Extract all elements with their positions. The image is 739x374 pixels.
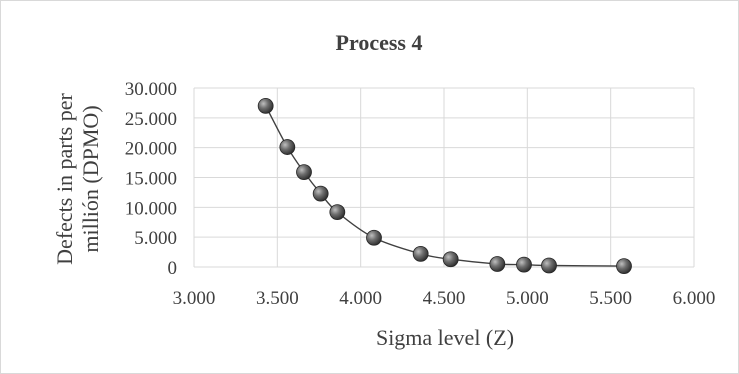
data-point: [312, 185, 329, 202]
y-tick-label: 15.000: [125, 169, 177, 190]
y-tick-label: 5.000: [134, 228, 177, 249]
data-point: [489, 256, 506, 272]
chart-title: Process 4: [336, 30, 423, 55]
y-tick-label: 10.000: [125, 198, 177, 219]
y-tick-label: 25.000: [125, 109, 177, 130]
x-tick-label: 5.500: [589, 288, 632, 309]
y-tick-label: 30.000: [125, 79, 177, 100]
x-tick-label: 3.000: [173, 288, 216, 309]
data-point: [412, 245, 429, 262]
y-axis-title: Defects in parts per millión (DPMO): [52, 93, 103, 265]
x-tick-label: 4.500: [423, 288, 466, 309]
y-tick-label: 0: [168, 258, 178, 279]
grid-layer: [193, 87, 695, 268]
data-point: [279, 139, 296, 155]
data-points: [257, 98, 632, 275]
data-point: [329, 204, 346, 221]
data-point: [296, 164, 312, 181]
data-point: [516, 256, 532, 273]
data-point: [442, 251, 459, 268]
y-tick-label: 20.000: [125, 139, 177, 160]
data-point: [366, 229, 382, 246]
y-axis-title-line-1: Defects in parts per: [52, 93, 77, 265]
data-point: [541, 257, 557, 274]
x-axis-title: Sigma level (Z): [376, 325, 514, 350]
y-axis-title-line-2: millión (DPMO): [78, 105, 103, 252]
x-tick-label: 6.000: [673, 288, 716, 309]
x-tick-label: 3.500: [256, 288, 299, 309]
x-tick-label: 5.000: [506, 288, 549, 309]
x-axis-ticks: 3.000 3.500 4.000 4.500 5.000 5.500 6.000: [173, 288, 716, 309]
data-point: [257, 98, 274, 114]
data-point: [616, 258, 632, 275]
x-tick-label: 4.000: [339, 288, 382, 309]
y-axis-ticks: 0 5.000 10.000 15.000 20.000 25.000 30.000: [125, 79, 177, 279]
